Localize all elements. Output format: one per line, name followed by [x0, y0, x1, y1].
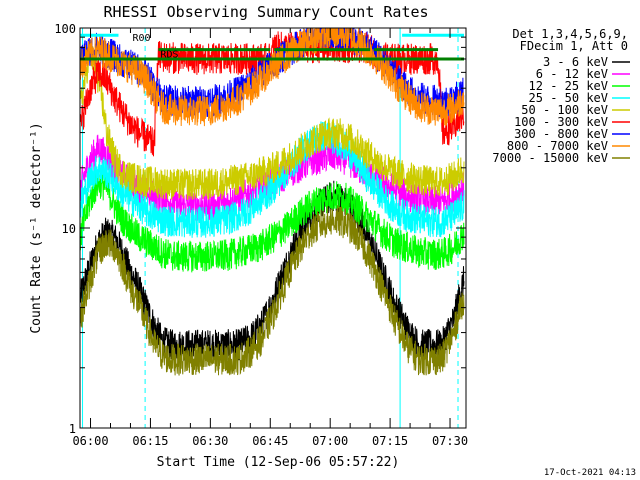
legend-label-100-300-kev: 100 - 300 keV	[514, 115, 608, 129]
legend-label-25-50-kev: 25 - 50 keV	[529, 91, 608, 105]
x-tick-label-0645: 06:45	[252, 434, 288, 448]
series-7000-15000-kev-line	[80, 205, 465, 376]
x-axis-label: Start Time (12-Sep-06 05:57:22)	[157, 455, 400, 470]
x-tick-label-0630: 06:30	[192, 434, 228, 448]
series-12-25-kev-line	[80, 170, 465, 273]
legend: Det 1,3,4,5,6,9, FDecim 1, Att 0 3 - 6 k…	[492, 27, 630, 165]
y-tick-label-100: 100	[54, 22, 76, 36]
legend-label-12-25-kev: 12 - 25 keV	[529, 79, 608, 93]
y-tick-label-1: 1	[69, 422, 76, 436]
series-800-7000-kev-line	[80, 28, 465, 127]
legend-label-7000-15000-kev: 7000 - 15000 keV	[492, 151, 608, 165]
x-tick-label-0700: 07:00	[312, 434, 348, 448]
annotation-label-r00: R00	[132, 33, 150, 44]
legend-label-3-6-kev: 3 - 6 keV	[543, 55, 608, 69]
legend-label-300-800-kev: 300 - 800 keV	[514, 127, 608, 141]
legend-label-6-12-kev: 6 - 12 keV	[536, 67, 608, 81]
axes: 1 10 100 06:00 06:15 06:30 06:45 07:00 07:15 07:3…	[54, 22, 468, 448]
legend-label-800-7000-kev: 800 - 7000 keV	[507, 139, 608, 153]
y-axis-label: Count Rate (s⁻¹ detector⁻¹)	[29, 122, 44, 333]
legend-header-line-2: FDecim 1, Att 0	[520, 39, 628, 53]
chart-title: RHESSI Observing Summary Count Rates	[103, 3, 428, 21]
footer-timestamp: 17-Oct-2021 04:13	[544, 468, 636, 478]
x-tick-label-0600: 06:00	[72, 434, 108, 448]
x-tick-label-0730: 07:30	[432, 434, 468, 448]
x-tick-label-0615: 06:15	[132, 434, 168, 448]
y-tick-label-10: 10	[62, 222, 76, 236]
legend-header-line-1: Det 1,3,4,5,6,9,	[512, 27, 628, 41]
series-50-100-kev-line	[80, 42, 465, 200]
annotation-label-rds: RDS	[160, 50, 178, 61]
legend-label-50-100-kev: 50 - 100 keV	[521, 103, 608, 117]
x-tick-label-0715: 07:15	[372, 434, 408, 448]
